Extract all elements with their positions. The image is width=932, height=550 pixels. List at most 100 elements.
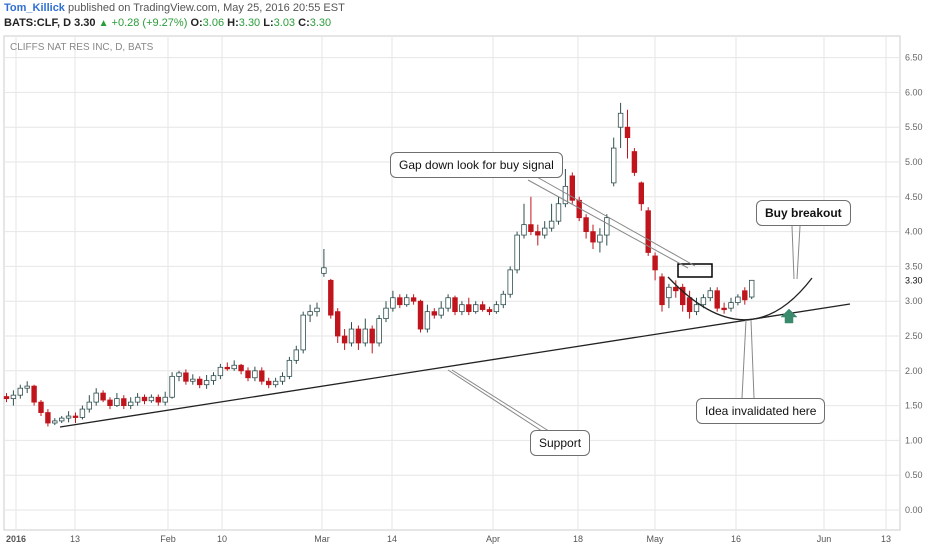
candle: [196, 376, 203, 389]
y-tick-label: 4.50: [905, 192, 923, 202]
candle: [134, 393, 141, 406]
candle: [714, 287, 720, 312]
candle: [24, 381, 30, 394]
candle: [259, 367, 265, 385]
candle-body: [217, 366, 224, 377]
candle-body: [279, 375, 286, 382]
candle-body: [749, 279, 755, 298]
y-tick-label: 0.50: [905, 470, 923, 480]
x-tick-label: 18: [573, 534, 583, 544]
candle: [707, 287, 713, 302]
symbol-label[interactable]: BATS:CLF, D: [4, 17, 72, 29]
candle: [631, 148, 638, 176]
candle: [555, 196, 562, 225]
candle-body: [93, 392, 99, 403]
low-value: 3.03: [273, 17, 296, 29]
y-tick-label: 5.00: [905, 157, 923, 167]
candle-body: [410, 297, 417, 302]
candle-body: [210, 375, 217, 381]
open-label: O:: [190, 17, 203, 29]
candle-body: [403, 297, 410, 306]
x-tick-label: Mar: [314, 534, 330, 544]
candle-body: [169, 375, 175, 398]
candle: [141, 394, 148, 405]
candle: [721, 302, 727, 314]
published-text: published on TradingView.com, May 25, 20…: [68, 2, 345, 14]
x-tick-label: 13: [881, 534, 891, 544]
support-callout-line: [451, 369, 553, 434]
invalid-callout-line: [750, 319, 755, 399]
candle-body: [659, 276, 665, 306]
candle: [100, 390, 106, 403]
high-value: 3.30: [238, 17, 261, 29]
candle-body: [645, 210, 651, 253]
candle: [445, 294, 451, 312]
candle-body: [638, 182, 644, 205]
candle-body: [417, 300, 424, 330]
candle-body: [45, 412, 51, 424]
candle: [107, 397, 113, 410]
candle-body: [500, 293, 506, 306]
candle-body: [334, 311, 341, 337]
buy-callout-line: [791, 225, 795, 280]
candle: [348, 322, 355, 347]
author-link[interactable]: Tom_Killick: [4, 2, 65, 14]
candle: [500, 290, 506, 309]
candle: [383, 301, 389, 323]
candle: [148, 394, 155, 403]
candle: [617, 102, 624, 149]
candle: [362, 318, 368, 347]
candle-body: [431, 311, 437, 316]
candle: [528, 196, 534, 236]
candle-body: [707, 290, 713, 299]
candle: [3, 393, 10, 403]
candle-body: [624, 126, 631, 139]
candle: [176, 370, 182, 382]
candle: [169, 372, 175, 399]
buy-arrow-icon: [780, 308, 798, 324]
invalidated-note[interactable]: Idea invalidated here: [696, 398, 826, 424]
candle: [507, 266, 513, 298]
high-label: H:: [227, 17, 239, 29]
y-axis: 0.00 0.50 1.00 1.50 2.00 2.50 3.00 3.50 4.00 4.50…: [905, 53, 923, 515]
candle-body: [321, 267, 327, 274]
candle-body: [259, 370, 265, 382]
candle-body: [348, 328, 355, 344]
candle: [431, 308, 437, 319]
candle: [341, 329, 348, 350]
candle-body: [507, 269, 513, 295]
candle: [155, 394, 161, 406]
candle: [265, 377, 272, 389]
x-tick-label: Feb: [160, 534, 176, 544]
candle-body: [31, 385, 37, 403]
candle: [542, 221, 548, 239]
up-triangle-icon: ▲: [98, 18, 109, 29]
candle: [210, 372, 217, 385]
y-tick-label: 5.50: [905, 122, 923, 132]
support-note[interactable]: Support: [530, 430, 591, 456]
candle: [59, 416, 65, 423]
gap-down-note[interactable]: Gap down look for buy signal: [390, 152, 563, 178]
plot-border: [3, 35, 901, 531]
candle: [328, 278, 334, 319]
candle: [38, 400, 44, 417]
candle: [638, 181, 644, 211]
buy-breakout-note[interactable]: Buy breakout: [756, 200, 851, 226]
y-tick-label: 3.50: [905, 261, 923, 271]
invalid-callout-line: [741, 319, 747, 399]
candle: [245, 367, 251, 382]
candle-body: [38, 401, 44, 413]
candle-body: [183, 372, 189, 382]
candle-body: [196, 378, 203, 386]
candle: [466, 297, 472, 316]
x-tick-label: Apr: [486, 534, 500, 544]
publish-line: Tom_Killick published on TradingView.com…: [4, 2, 345, 14]
candle: [86, 395, 92, 413]
candle-body: [3, 396, 10, 400]
candle: [493, 301, 500, 314]
y-tick-label: 0.00: [905, 505, 923, 515]
y-tick-label: 2.50: [905, 331, 923, 341]
candle-body: [390, 297, 396, 309]
support-trendline: [59, 303, 851, 428]
